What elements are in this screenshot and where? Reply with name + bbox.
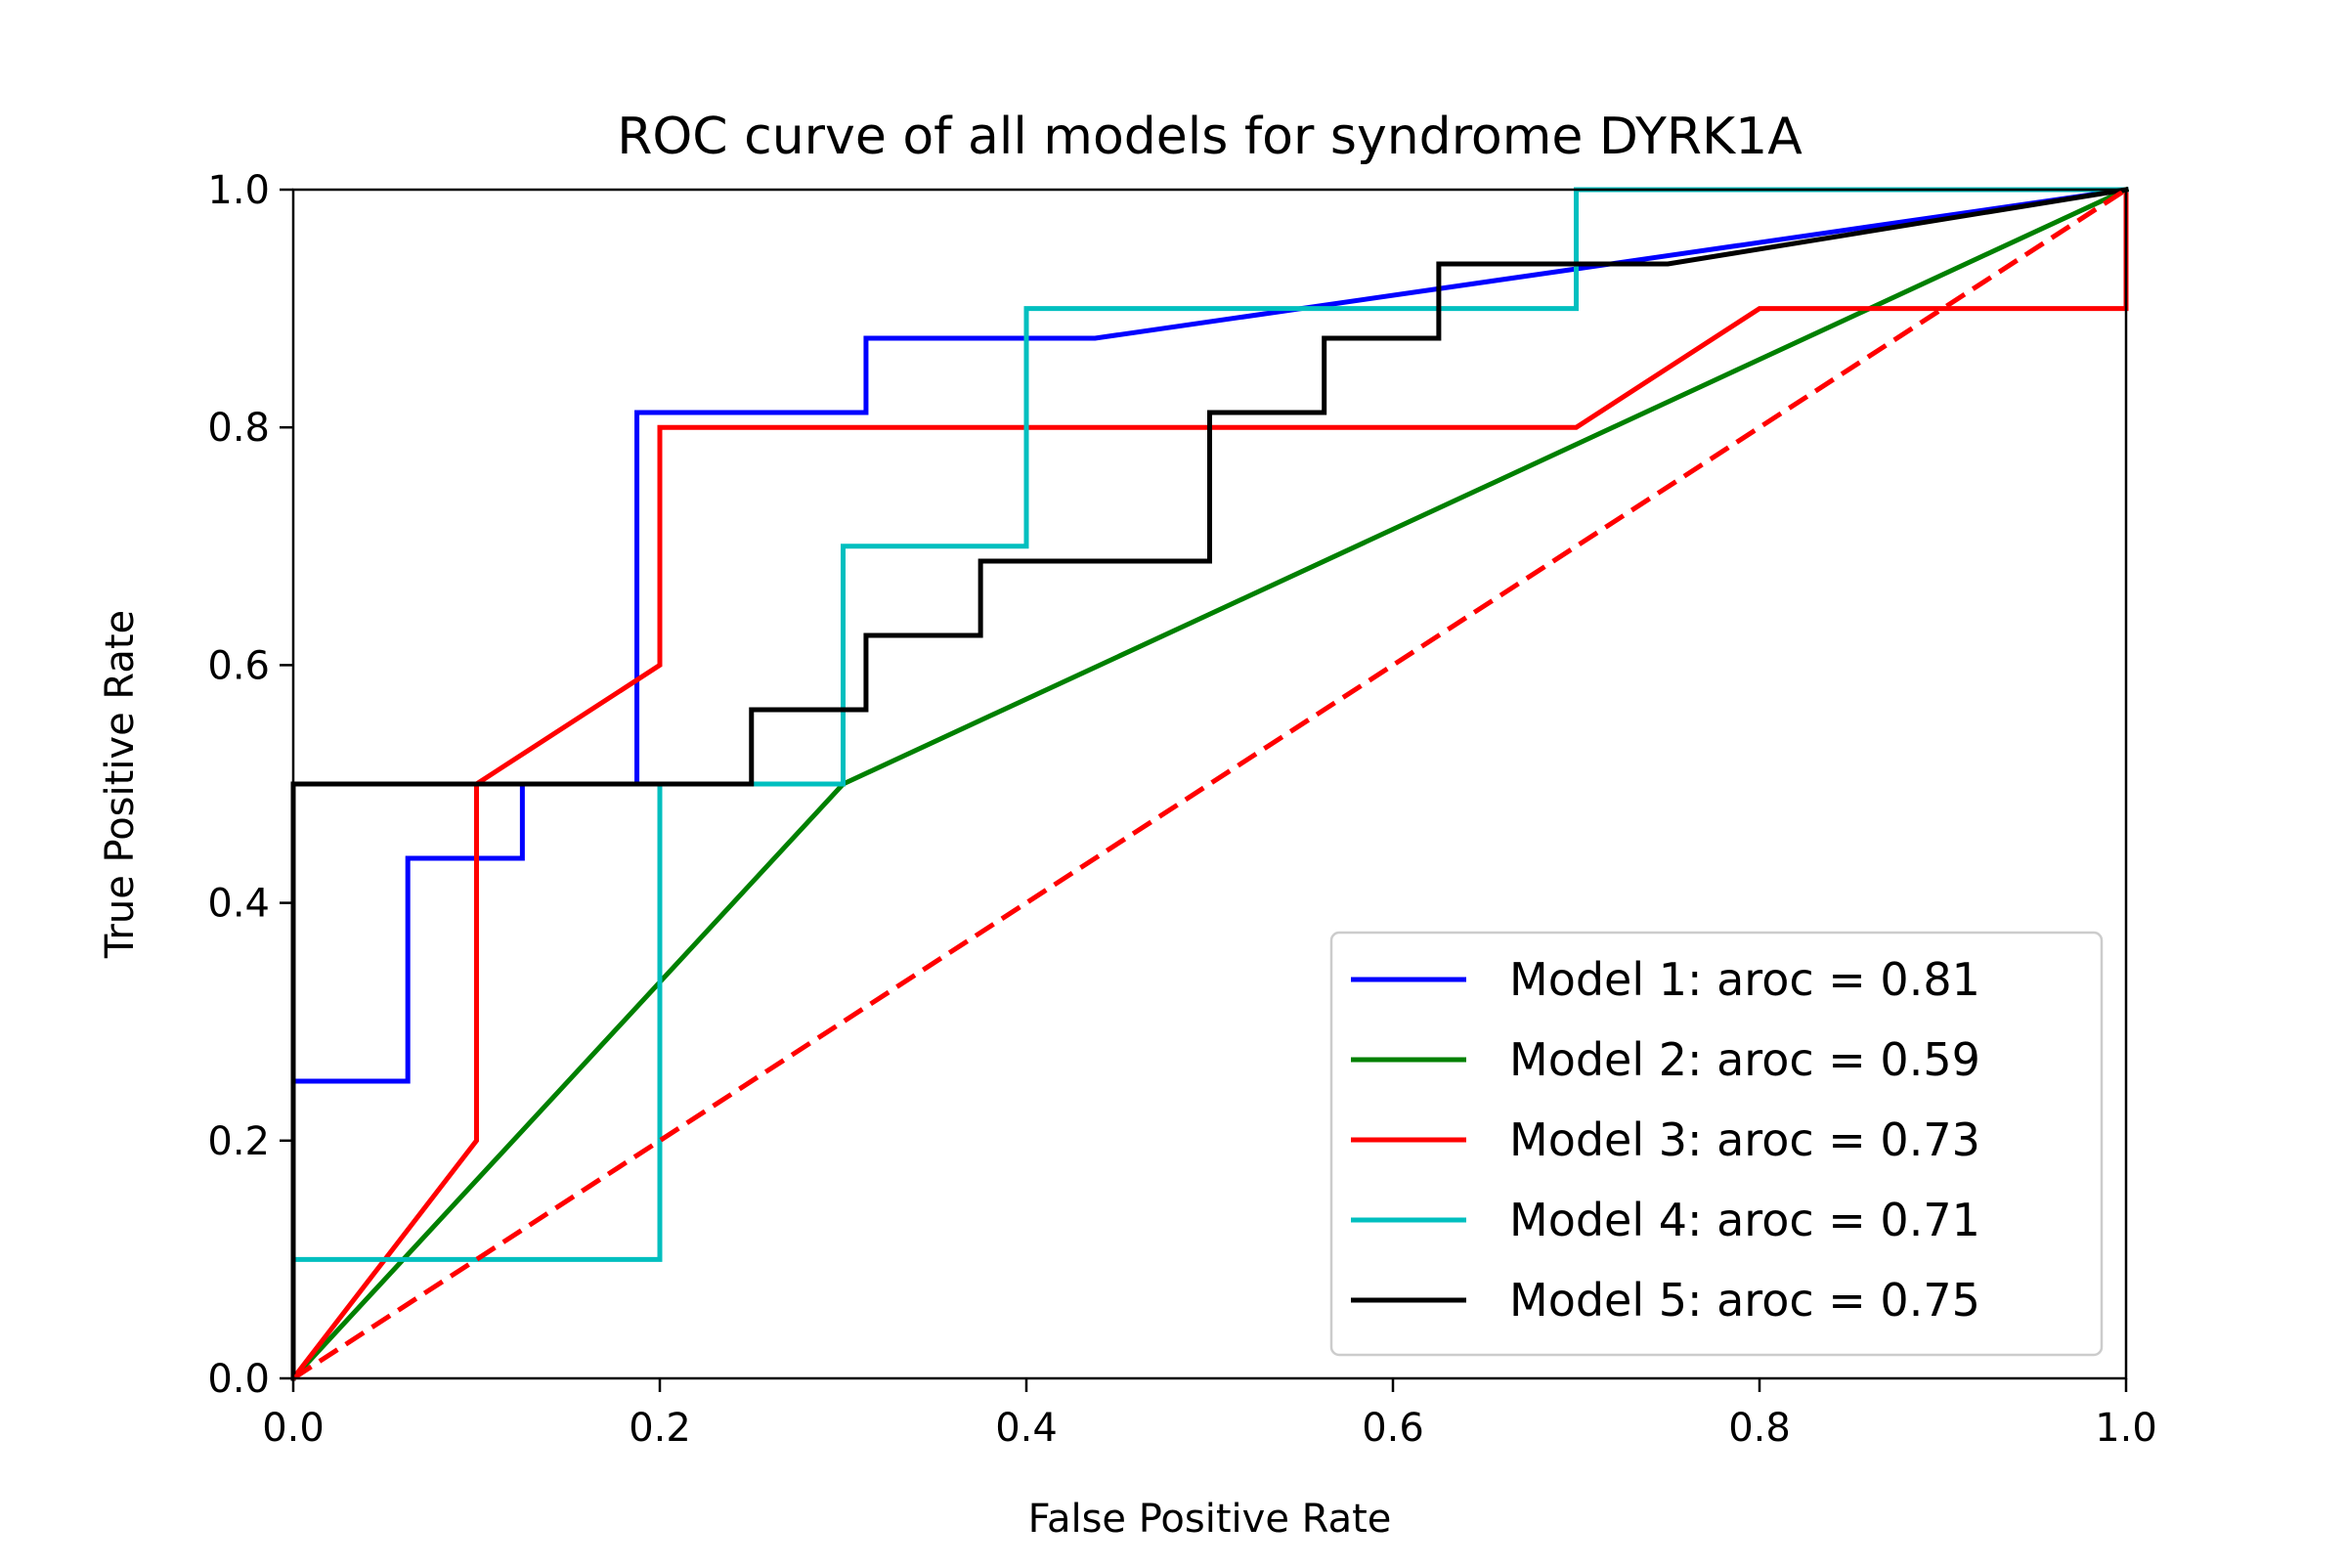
legend: Model 1: aroc = 0.81 Model 2: aroc = 0.59… — [1329, 931, 2104, 1357]
y-tick-label: 0.2 — [207, 1119, 270, 1164]
y-tick-label: 0.6 — [207, 643, 270, 688]
y-tick-label: 0.8 — [207, 406, 270, 451]
axes-frame — [291, 188, 2128, 1380]
x-tick-label: 0.2 — [629, 1406, 691, 1451]
x-tick-label: 0.6 — [1362, 1406, 1424, 1451]
legend-label-model-5: Model 5: aroc = 0.75 — [1509, 1274, 1980, 1327]
series-group — [290, 187, 2129, 1381]
y-axis-label: True Positive Rate — [98, 610, 143, 959]
series-line-model-4 — [290, 187, 2129, 1381]
chart-title: ROC curve of all models for syndrome DYR… — [617, 108, 1803, 166]
series-line-model-3 — [290, 187, 2129, 1381]
legend-label-model-3: Model 3: aroc = 0.73 — [1509, 1113, 1980, 1166]
y-tick-label: 0.0 — [207, 1357, 270, 1402]
chance-reference-line — [291, 187, 2128, 1381]
x-tick-label: 0.4 — [995, 1406, 1058, 1451]
y-tick-label: 1.0 — [207, 168, 270, 213]
legend-label-model-2: Model 2: aroc = 0.59 — [1509, 1033, 1980, 1086]
x-axis-label: False Positive Rate — [1028, 1497, 1392, 1542]
legend-label-model-1: Model 1: aroc = 0.81 — [1509, 953, 1980, 1006]
legend-box — [1329, 931, 2104, 1357]
x-tick-label: 0.0 — [262, 1406, 325, 1451]
x-tick-label: 0.8 — [1728, 1406, 1791, 1451]
x-tick-label: 1.0 — [2095, 1406, 2157, 1451]
y-tick-label: 0.4 — [207, 882, 270, 927]
legend-label-model-4: Model 4: aroc = 0.71 — [1509, 1194, 1980, 1246]
series-line-model-5 — [290, 187, 2129, 1381]
